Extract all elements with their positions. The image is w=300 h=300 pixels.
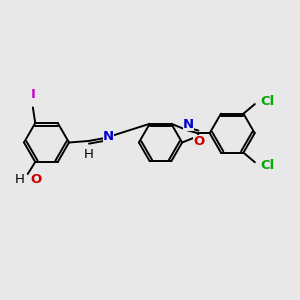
Text: N: N <box>182 118 194 131</box>
Text: H: H <box>15 173 25 186</box>
Text: I: I <box>30 88 35 101</box>
Text: O: O <box>193 135 205 148</box>
Text: O: O <box>31 173 42 186</box>
Text: N: N <box>103 130 114 143</box>
Text: Cl: Cl <box>260 94 274 108</box>
Text: Cl: Cl <box>260 159 274 172</box>
Text: H: H <box>84 148 93 160</box>
